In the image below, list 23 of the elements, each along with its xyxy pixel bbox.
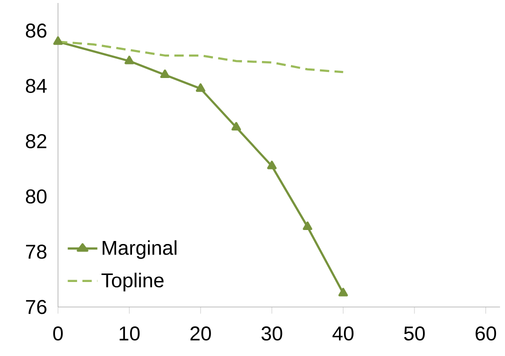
point [124,56,134,64]
point [53,36,63,45]
y-tick-label: 80 [26,189,46,204]
x-tick-label: 20 [190,326,211,341]
y-tick-label: 78 [26,244,46,259]
x-tick-label: 40 [332,326,354,341]
x-tick-label: 60 [476,326,496,341]
x-tick-label: 10 [120,326,140,341]
x-tick-label: 0 [53,326,63,341]
y-tick-label: 76 [26,300,46,314]
legend-label: Marginal [102,240,176,259]
x-tick-label: 30 [262,326,282,341]
point [160,70,170,78]
x-tick-label: 50 [404,326,425,341]
y-tick-label: 82 [26,134,46,148]
y-tick-label: 86 [26,24,46,38]
point [338,288,348,296]
point [267,160,277,170]
point [196,83,206,92]
y-tick-label: 84 [26,78,47,93]
point [302,222,312,230]
legend-label: Topline [102,272,164,292]
point [231,122,241,131]
